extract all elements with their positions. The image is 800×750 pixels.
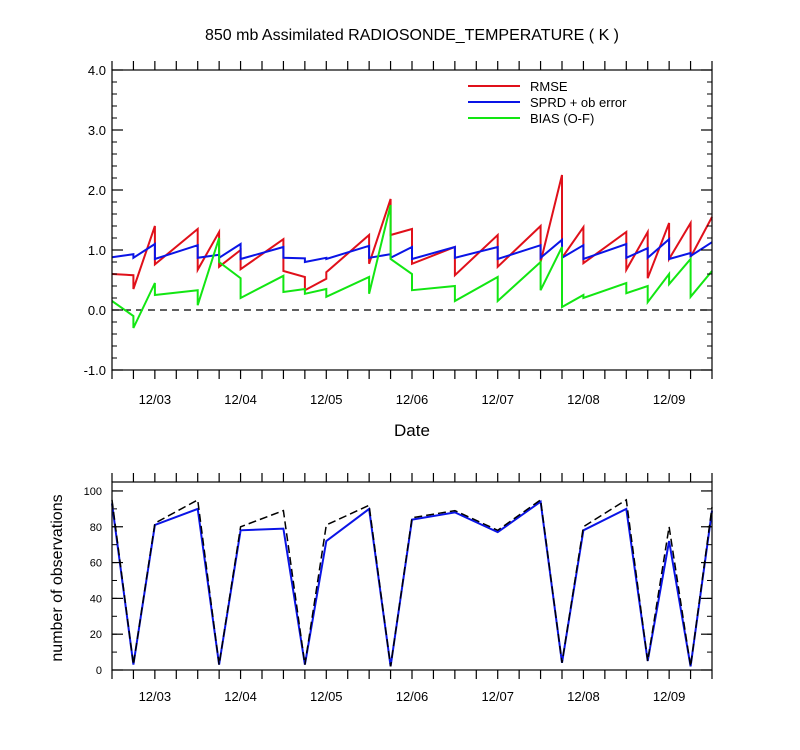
y-tick-label: 0.0 — [88, 303, 106, 318]
series-line-solid — [111, 499, 713, 667]
figure-title: 850 mb Assimilated RADIOSONDE_TEMPERATUR… — [205, 27, 619, 44]
y-tick-label: 2.0 — [88, 183, 106, 198]
legend-entry-label: BIAS (O-F) — [530, 111, 594, 126]
series-line-bias-o-f — [111, 204, 713, 329]
legend-entry-label: RMSE — [530, 79, 568, 94]
y-tick-label: 20 — [90, 629, 102, 641]
x-tick-label: 12/05 — [310, 392, 343, 407]
series-line-sprd-ob-error — [111, 237, 713, 264]
y-axis-label: number of observations — [49, 494, 66, 661]
y-tick-label: 1.0 — [88, 243, 106, 258]
x-tick-label: 12/05 — [310, 689, 343, 704]
x-tick-label: 12/09 — [653, 689, 686, 704]
x-tick-label: 12/04 — [224, 392, 257, 407]
y-tick-label: 3.0 — [88, 123, 106, 138]
x-tick-label: 12/03 — [139, 392, 172, 407]
x-tick-label: 12/06 — [396, 689, 429, 704]
x-tick-label: 12/07 — [481, 392, 514, 407]
x-axis-label: Date — [394, 421, 430, 440]
top-axis-ticks: -1.0 0.0 1.0 2.0 3.0 4.0 12/03 12/04 12/05 12/06 1… — [84, 61, 713, 407]
y-tick-label: 4.0 — [88, 63, 106, 78]
y-tick-label: 60 — [90, 558, 102, 570]
x-tick-label: 12/09 — [653, 392, 686, 407]
bottom-axis-ticks: 0 20 40 60 80 100 12/03 12/04 12/05 12/06 12/07 12/… — [84, 473, 713, 704]
rmse-spread-bias-panel: -1.0 0.0 1.0 2.0 3.0 4.0 12/03 12/04 12/05 12/06 1… — [84, 61, 713, 440]
x-tick-label: 12/04 — [224, 689, 257, 704]
top-series-lines — [111, 174, 713, 329]
x-tick-label: 12/06 — [396, 392, 429, 407]
x-tick-label: 12/08 — [567, 392, 600, 407]
top-plot-frame — [111, 69, 713, 371]
y-tick-label: 40 — [90, 593, 102, 605]
observation-count-panel: 0 20 40 60 80 100 12/03 12/04 12/05 12/06 12/07 12/… — [49, 473, 713, 704]
x-tick-label: 12/07 — [481, 689, 514, 704]
y-tick-label: 0 — [96, 665, 102, 677]
y-tick-label: -1.0 — [84, 363, 106, 378]
bottom-series-lines — [111, 498, 713, 667]
legend-entry-label: SPRD + ob error — [530, 95, 627, 110]
x-tick-label: 12/08 — [567, 689, 600, 704]
series-line-rmse — [111, 174, 713, 292]
y-tick-label: 80 — [90, 522, 102, 534]
x-tick-label: 12/03 — [139, 689, 172, 704]
series-line-dashed — [111, 498, 713, 667]
y-tick-label: 100 — [84, 486, 102, 498]
